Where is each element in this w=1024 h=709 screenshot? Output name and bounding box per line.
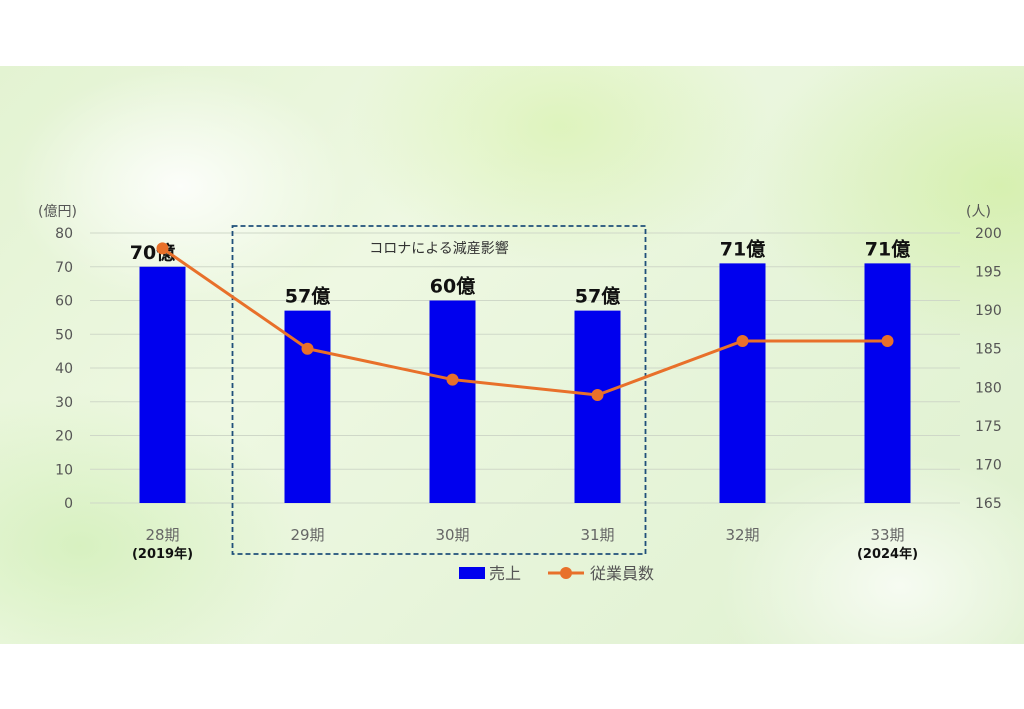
x-tick-label: 29期	[290, 526, 324, 544]
line-point-employees	[301, 342, 314, 355]
bar-data-label: 60億	[430, 275, 475, 298]
y-left-tick-label: 70	[55, 260, 73, 276]
bar-sales	[284, 310, 331, 503]
y-right-tick-label: 200	[975, 226, 1002, 242]
y-right-tick-label: 175	[975, 419, 1002, 435]
y-right-tick-label: 165	[975, 496, 1002, 512]
bar-sales	[864, 263, 911, 503]
y-left-tick-label: 60	[55, 294, 73, 310]
y-right-tick-label: 180	[975, 380, 1002, 396]
x-tick-label: 31期	[580, 526, 614, 544]
line-point-employees	[446, 373, 459, 386]
bar-data-label: 57億	[575, 285, 620, 308]
y-right-tick-label: 185	[975, 342, 1002, 358]
x-tick-sublabel: (2019年)	[132, 546, 193, 562]
line-point-employees	[881, 335, 894, 347]
line-point-employees	[156, 242, 169, 255]
line-point-employees	[736, 335, 749, 347]
line-point-employees	[591, 389, 604, 401]
bar-sales	[429, 300, 476, 503]
annotation-label: コロナによる減産影響	[369, 240, 509, 257]
bar-data-label: 71億	[865, 237, 910, 260]
chart-background: 0 10 20 30 40 50 60 70 80 165 170 175 180 185 190 195 20…	[0, 66, 1024, 644]
bar-data-label: 71億	[720, 237, 765, 260]
y-right-unit-label: (人)	[966, 204, 991, 220]
bar-sales	[574, 310, 621, 503]
x-tick-label: 28期	[145, 526, 179, 544]
x-tick-label: 32期	[725, 526, 759, 544]
bar-sales	[719, 263, 766, 503]
legend-swatch-employees-marker	[560, 567, 572, 579]
y-left-tick-label: 40	[55, 361, 73, 377]
x-tick-label: 33期	[870, 526, 904, 544]
y-right-tick-label: 190	[975, 303, 1002, 319]
bar-data-label: 57億	[285, 285, 330, 308]
y-left-tick-label: 0	[64, 496, 73, 512]
y-right-tick-label: 170	[975, 457, 1002, 473]
y-left-tick-label: 10	[55, 462, 73, 478]
y-left-unit-label: (億円)	[38, 204, 77, 220]
bar-sales	[139, 266, 186, 503]
x-tick-sublabel: (2024年)	[857, 546, 918, 562]
y-right-tick-label: 195	[975, 265, 1002, 281]
y-left-tick-label: 80	[55, 226, 73, 242]
annotation-box	[231, 225, 647, 555]
legend-label-sales: 売上	[489, 564, 521, 583]
combo-chart: 0 10 20 30 40 50 60 70 80 165 170 175 180 185 190 195 20…	[38, 204, 1002, 583]
legend-swatch-sales	[459, 567, 485, 579]
y-left-tick-label: 30	[55, 395, 73, 411]
line-employees	[161, 247, 888, 397]
y-left-tick-label: 50	[55, 327, 73, 343]
legend-label-employees: 従業員数	[590, 564, 654, 583]
y-left-tick-label: 20	[55, 429, 73, 445]
x-tick-label: 30期	[435, 526, 469, 544]
